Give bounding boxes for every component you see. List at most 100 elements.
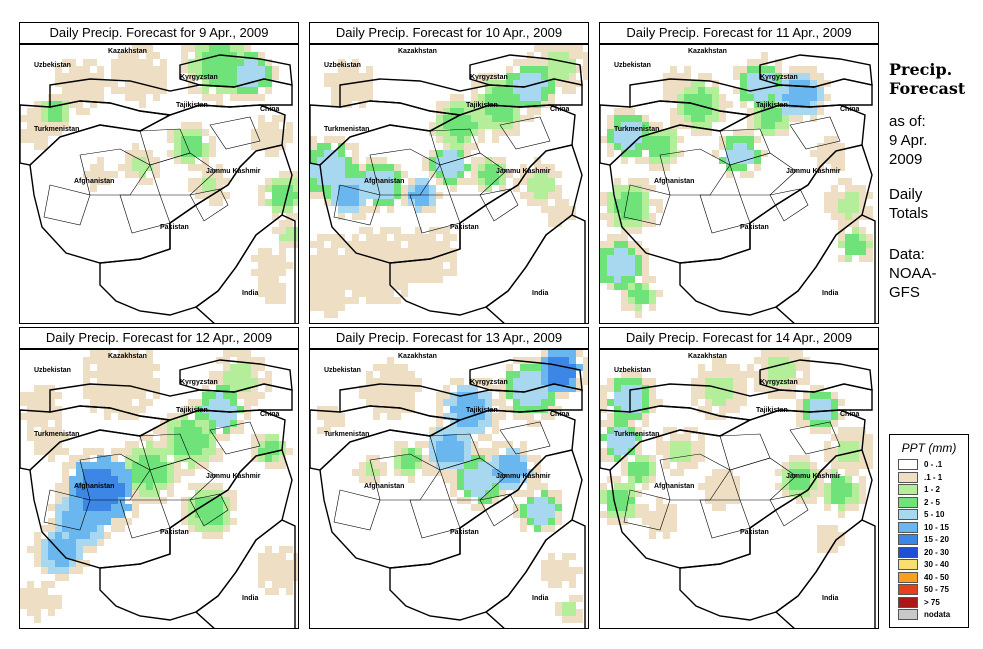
precip-cell — [621, 150, 628, 157]
precip-cell — [492, 462, 499, 469]
precip-cell — [478, 434, 485, 441]
precip-cell — [796, 469, 803, 476]
precip-cell — [576, 350, 583, 357]
precip-cell — [118, 59, 125, 66]
precip-cell — [649, 532, 656, 539]
precip-cell — [359, 73, 366, 80]
sidebar-asof: as of: 9 Apr. 2009 — [889, 112, 981, 169]
precip-cell — [429, 206, 436, 213]
precip-cell — [691, 108, 698, 115]
precip-cell — [824, 497, 831, 504]
precip-cell — [796, 94, 803, 101]
precip-cell — [174, 462, 181, 469]
precip-cell — [534, 364, 541, 371]
precip-cell — [555, 52, 562, 59]
precip-cell — [104, 378, 111, 385]
precip-cell — [352, 297, 359, 304]
precip-cell — [160, 469, 167, 476]
precip-cell — [265, 255, 272, 262]
precip-cell — [576, 567, 583, 574]
precip-cell — [492, 483, 499, 490]
precip-cell — [286, 588, 293, 595]
precip-cell — [111, 378, 118, 385]
precip-cell — [160, 448, 167, 455]
precip-cell — [719, 371, 726, 378]
precip-cell — [76, 546, 83, 553]
precip-cell — [859, 497, 866, 504]
precip-cell — [635, 122, 642, 129]
precip-cell — [62, 94, 69, 101]
precip-cell — [740, 399, 747, 406]
precip-cell — [527, 371, 534, 378]
precip-cell — [139, 371, 146, 378]
precip-cell — [719, 483, 726, 490]
precip-cell — [83, 476, 90, 483]
precip-cell — [775, 94, 782, 101]
precip-cell — [436, 178, 443, 185]
precip-cell — [237, 427, 244, 434]
precip-cell — [90, 462, 97, 469]
precip-cell — [373, 385, 380, 392]
precip-cell — [34, 122, 41, 129]
precip-cell — [852, 185, 859, 192]
precip-cell — [125, 441, 132, 448]
precip-cell — [104, 483, 111, 490]
precip-cell — [20, 115, 27, 122]
precip-cell — [244, 399, 251, 406]
precip-cell — [499, 80, 506, 87]
precip-cell — [429, 199, 436, 206]
precip-cell — [132, 350, 139, 357]
precip-cell — [272, 462, 279, 469]
precip-cell — [534, 392, 541, 399]
precip-cell — [443, 150, 450, 157]
precip-cell — [188, 143, 195, 150]
precip-cell — [146, 157, 153, 164]
precip-cell — [125, 73, 132, 80]
precip-cell — [188, 434, 195, 441]
precip-cell — [506, 378, 513, 385]
precip-cell — [450, 157, 457, 164]
precip-cell — [160, 441, 167, 448]
precip-cell — [380, 234, 387, 241]
precip-cell — [153, 392, 160, 399]
precip-cell — [607, 248, 614, 255]
precip-cell — [534, 420, 541, 427]
precip-cell — [548, 73, 555, 80]
legend-item: 50 - 75 — [898, 584, 968, 596]
precip-cell — [555, 206, 562, 213]
precip-cell — [513, 80, 520, 87]
precip-cell — [838, 255, 845, 262]
precip-cell — [345, 171, 352, 178]
precip-cell — [331, 101, 338, 108]
precip-cell — [62, 532, 69, 539]
precip-cell — [719, 497, 726, 504]
precip-cell — [754, 378, 761, 385]
precip-cell — [230, 399, 237, 406]
precip-cell — [380, 199, 387, 206]
precip-cell — [125, 406, 132, 413]
precip-cell — [69, 73, 76, 80]
precip-cell — [562, 609, 569, 616]
precip-cell — [450, 150, 457, 157]
precip-cell — [132, 94, 139, 101]
precip-cell — [181, 129, 188, 136]
precip-cell — [251, 357, 258, 364]
precip-cell — [188, 469, 195, 476]
precip-cell — [656, 441, 663, 448]
precip-cell — [97, 518, 104, 525]
precip-cell — [478, 185, 485, 192]
precip-cell — [520, 490, 527, 497]
precip-map-svg: KazakhstanUzbekistanKyrgyzstanTajikistan… — [20, 350, 298, 628]
precip-cell — [118, 378, 125, 385]
precip-cell — [513, 392, 520, 399]
precip-cell — [831, 199, 838, 206]
precip-cell — [506, 371, 513, 378]
precip-cell — [118, 497, 125, 504]
precip-cell — [471, 413, 478, 420]
precip-cell — [202, 157, 209, 164]
precip-cell — [761, 94, 768, 101]
precip-cell — [796, 87, 803, 94]
precip-cell — [464, 497, 471, 504]
precip-cell — [520, 87, 527, 94]
precip-cell — [810, 66, 817, 73]
